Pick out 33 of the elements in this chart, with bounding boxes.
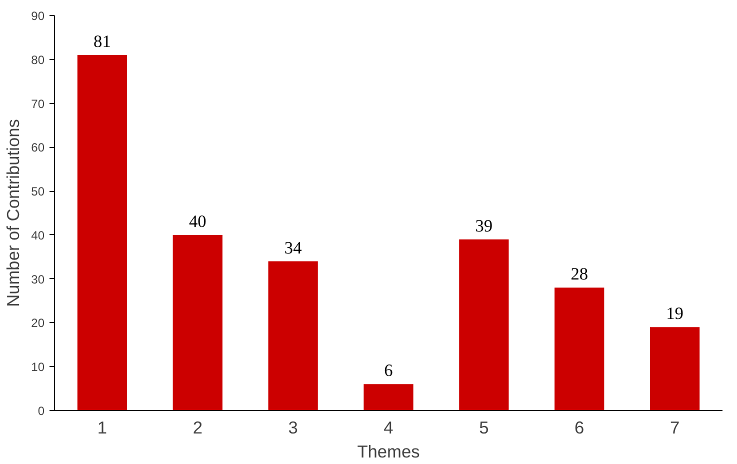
data-label: 81: [94, 32, 111, 51]
y-tick-label: 90: [31, 9, 45, 23]
x-tick-label: 7: [670, 418, 680, 438]
data-label: 39: [475, 216, 493, 236]
bar: [459, 239, 509, 410]
y-tick-label: 60: [31, 140, 45, 155]
data-label: 6: [384, 361, 394, 380]
x-tick-label: 2: [192, 418, 202, 438]
bar: [77, 55, 128, 410]
bar: [172, 234, 222, 410]
y-tick-label: 40: [31, 228, 45, 242]
bar: [364, 384, 414, 410]
y-axis-title: Number of Contributions: [3, 118, 24, 307]
data-label: 19: [666, 304, 684, 324]
x-tick-label: 5: [479, 418, 489, 438]
bar: [268, 261, 318, 410]
y-tick-label: 10: [31, 360, 45, 374]
x-axis-title: Themes: [357, 442, 420, 462]
x-tick-label: 6: [574, 418, 584, 438]
y-tick-label: 20: [31, 316, 45, 330]
x-tick-label: 1: [97, 418, 108, 438]
data-label: 34: [284, 238, 302, 258]
data-label: 28: [570, 264, 588, 284]
x-tick-label: 3: [288, 418, 298, 438]
y-tick-label: 0: [38, 404, 45, 418]
y-tick-label: 50: [31, 184, 45, 199]
x-tick-label: 4: [384, 418, 394, 438]
bar: [554, 288, 604, 410]
y-tick-label: 80: [31, 52, 45, 67]
bar: [650, 327, 700, 410]
y-tick-label: 30: [31, 272, 45, 286]
y-tick-label: 70: [31, 96, 45, 111]
data-label: 40: [188, 212, 206, 231]
